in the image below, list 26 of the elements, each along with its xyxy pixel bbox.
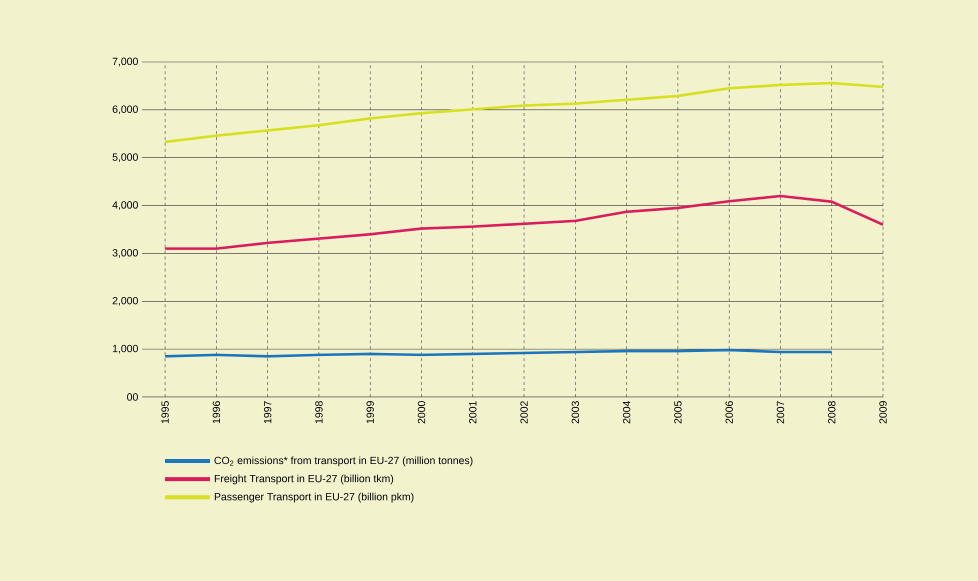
x-tick-label: 1999 <box>366 401 374 424</box>
x-tick-label: 2006 <box>725 401 733 424</box>
y-tick-label: 4,000 <box>112 201 138 210</box>
x-tick-label: 1998 <box>315 401 323 424</box>
x-tick-label: 2000 <box>418 401 426 424</box>
x-tick-label: 1995 <box>161 401 169 424</box>
x-tick-label: 2003 <box>572 401 580 424</box>
legend-label: CO$_{2}$ emissions* from transport in EU-27 (million tonnes) <box>214 456 472 466</box>
x-tick-label: 2009 <box>879 401 887 424</box>
x-tick-label: 1996 <box>212 401 220 424</box>
x-tick-label: 1997 <box>264 401 272 424</box>
x-tick-label: 2004 <box>622 400 630 424</box>
y-tick-label: 5,000 <box>112 153 138 162</box>
y-tick-label: 2,000 <box>112 296 138 306</box>
legend-label: Passenger Transport in EU-27 (billion pkm) <box>214 492 414 502</box>
legend-label: Freight Transport in EU-27 (billion tkm) <box>214 474 394 484</box>
y-tick-label: 1,000 <box>112 344 138 354</box>
x-tick-label: 2002 <box>520 401 528 424</box>
x-tick-label: 2005 <box>674 401 682 424</box>
x-tick-label: 2001 <box>469 401 476 424</box>
y-tick-label: 00 <box>127 393 138 401</box>
y-tick-label: 3,000 <box>112 249 138 258</box>
y-tick-label: 7,000 <box>112 58 138 66</box>
x-tick-label: 2007 <box>776 401 784 424</box>
x-tick-label: 2008 <box>828 401 836 424</box>
y-tick-label: 6,000 <box>112 106 138 114</box>
